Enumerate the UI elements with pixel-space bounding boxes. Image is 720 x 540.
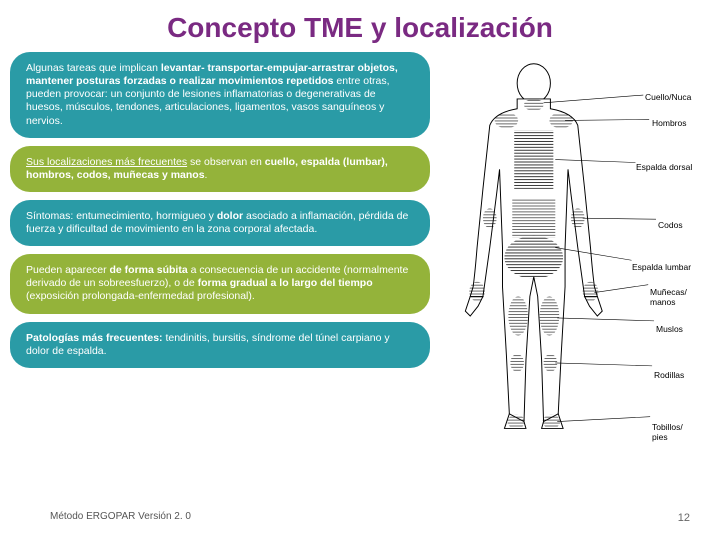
human-body-icon: [436, 52, 700, 443]
body-diagram: Cuello/Nuca Hombros Espalda dorsal Codos Esp…: [430, 52, 700, 448]
bullet-3: Pueden aparecer de forma súbita a consec…: [10, 254, 430, 313]
body-label-8: Tobillos/ pies: [652, 422, 683, 442]
bullet-1: Sus localizaciones más frecuentes se obs…: [10, 146, 430, 192]
body-label-5: Muñecas/ manos: [650, 287, 687, 307]
page-number: 12: [678, 512, 690, 524]
bullet-4: Patologías más frecuentes: tendinitis, b…: [10, 322, 430, 368]
body-label-4: Espalda lumbar: [632, 262, 691, 272]
body-label-2: Espalda dorsal: [636, 162, 692, 172]
bullet-2: Síntomas: entumecimiento, hormigueo y do…: [10, 200, 430, 246]
body-label-6: Muslos: [656, 324, 683, 334]
bullet-0: Algunas tareas que implican levantar- tr…: [10, 52, 430, 138]
body-label-3: Codos: [658, 220, 683, 230]
body-label-1: Hombros: [652, 118, 686, 128]
bullet-list: Algunas tareas que implican levantar- tr…: [10, 52, 430, 448]
footer-text: Método ERGOPAR Versión 2. 0: [50, 511, 191, 522]
body-label-7: Rodillas: [654, 370, 684, 380]
body-label-0: Cuello/Nuca: [645, 92, 691, 102]
content-area: Algunas tareas que implican levantar- tr…: [0, 52, 720, 448]
slide-title: Concepto TME y localización: [0, 0, 720, 52]
